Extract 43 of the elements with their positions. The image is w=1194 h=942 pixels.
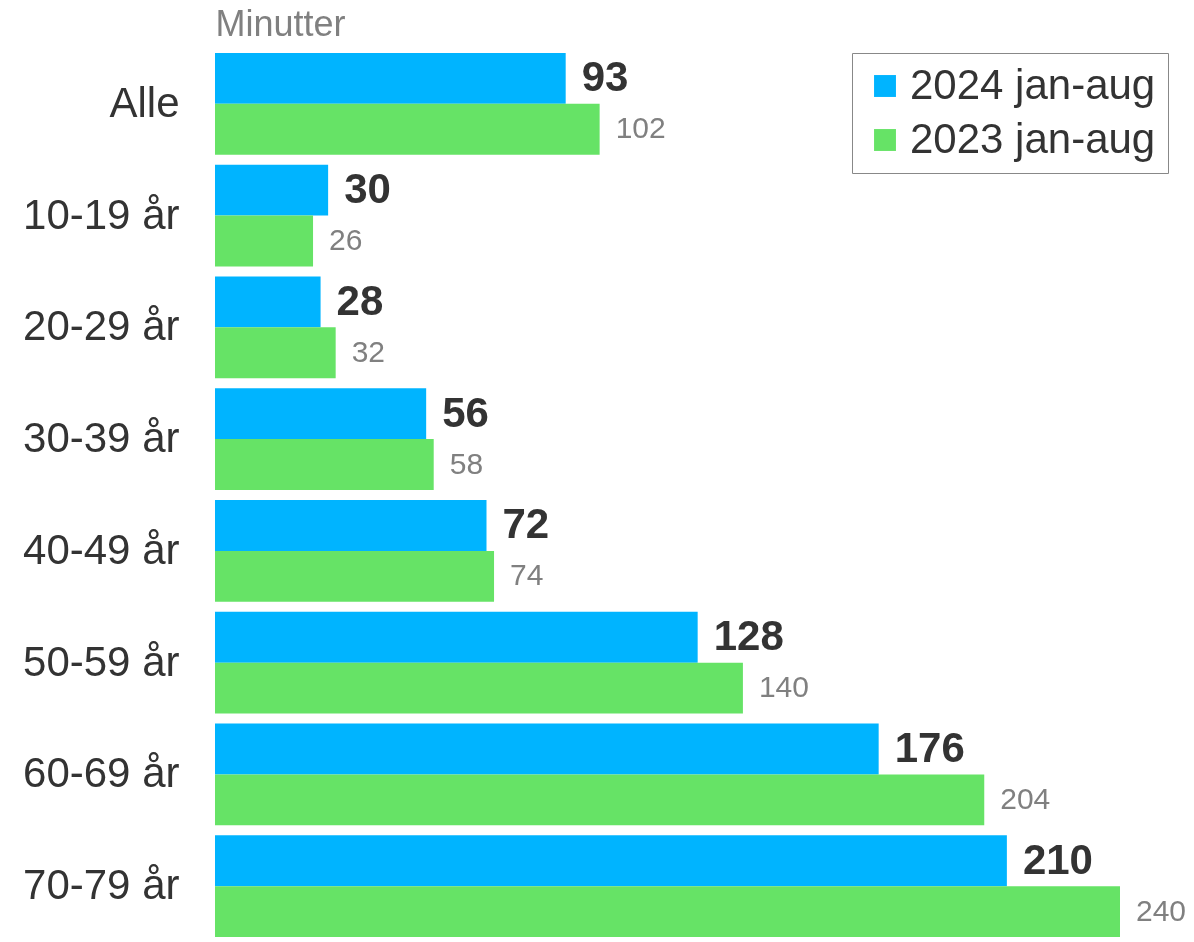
data-label: 210 — [1022, 835, 1093, 883]
bar — [215, 276, 321, 328]
bar — [215, 662, 743, 714]
data-label: 93 — [581, 53, 629, 101]
bar — [215, 723, 879, 775]
y-tick-label: 40-49 år — [23, 525, 180, 573]
y-tick-label: 70-79 år — [23, 861, 180, 909]
data-label: 26 — [329, 223, 363, 257]
y-tick-label: Alle — [109, 78, 180, 126]
data-label: 74 — [510, 558, 544, 592]
y-tick-label: 10-19 år — [23, 190, 180, 238]
bar — [215, 774, 985, 826]
y-tick-label: 30-39 år — [23, 414, 180, 462]
y-tick-label: 50-59 år — [23, 637, 180, 685]
data-label: 240 — [1136, 893, 1187, 927]
data-label: 28 — [336, 276, 384, 324]
bar — [215, 611, 698, 663]
data-label: 56 — [442, 388, 489, 436]
bar — [215, 164, 329, 216]
bar — [215, 388, 427, 440]
data-label: 30 — [344, 165, 391, 213]
bar — [215, 327, 336, 379]
y-tick-label: 60-69 år — [23, 749, 180, 797]
bar — [215, 53, 566, 104]
bar — [215, 550, 495, 602]
bar — [215, 439, 434, 490]
bar — [215, 500, 487, 551]
data-label: 102 — [615, 111, 666, 145]
data-label: 72 — [502, 500, 550, 548]
bar — [215, 835, 1007, 887]
legend-label: 2023 jan-aug — [910, 115, 1156, 162]
data-label: 32 — [351, 334, 386, 368]
y-tick-label: 20-29 år — [23, 302, 180, 350]
data-label: 204 — [1000, 781, 1051, 815]
legend-label: 2024 jan-aug — [910, 61, 1156, 108]
bar — [215, 103, 600, 155]
data-label: 176 — [894, 723, 965, 771]
data-label: 140 — [758, 670, 809, 704]
data-label: 128 — [713, 612, 784, 660]
bar — [215, 886, 1120, 937]
x-axis-title: Minutter — [215, 2, 346, 44]
bar — [215, 215, 314, 267]
data-label: 58 — [449, 446, 484, 480]
